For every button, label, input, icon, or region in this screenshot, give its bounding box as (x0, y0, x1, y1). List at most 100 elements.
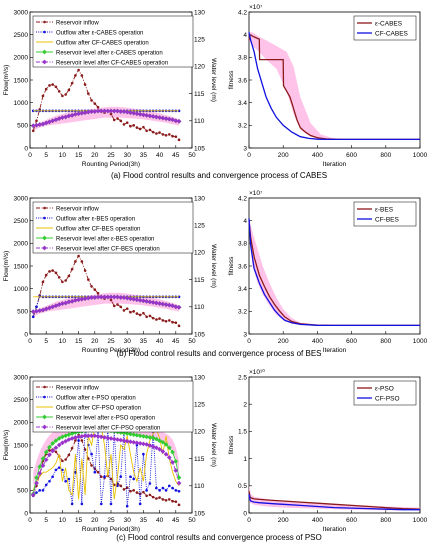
axis-exponent: ×10⁷ (249, 4, 263, 11)
y-tick-label: 0 (24, 331, 28, 338)
data-point-level_cf (98, 108, 104, 114)
x-tick-label: 45 (172, 517, 180, 524)
x-tick-label: 800 (380, 152, 391, 159)
y2-tick-label: 105 (194, 331, 205, 338)
data-point-inflow (48, 270, 51, 273)
y-tick-label: 0.5 (238, 483, 247, 490)
legend-box (32, 15, 194, 68)
legend-label-level_cf: Reservoir level after CF-PSO operation (56, 425, 160, 431)
data-point-inflow (112, 118, 116, 122)
data-point-level_cf (170, 117, 175, 123)
data-point-level_cf (173, 468, 179, 473)
y2-axis-label: Water level (m) (210, 58, 217, 102)
data-point-inflow (41, 94, 45, 98)
data-point-outflow_eps (38, 489, 42, 492)
legend: ε-BES CF-BES (353, 201, 417, 227)
data-point-level_eps (137, 433, 143, 439)
data-point-level_cf (105, 294, 111, 300)
legend-marker-level_eps (42, 414, 47, 420)
data-point-inflow (142, 311, 145, 315)
x-tick-label: 1000 (413, 517, 428, 524)
legend: Reservoir inflow Outflow after ε-BES oper… (32, 201, 194, 254)
uncertainty-band (249, 485, 420, 511)
y-tick-label: 2.5 (238, 374, 247, 381)
data-point-inflow (70, 446, 74, 450)
data-point-inflow (99, 475, 103, 479)
y-tick-label: 3.6 (238, 77, 247, 84)
data-point-inflow (174, 500, 178, 503)
data-point-inflow (61, 94, 64, 98)
data-point-level_cf (137, 111, 143, 117)
data-point-level_cf (95, 108, 101, 114)
data-point-inflow (151, 130, 155, 134)
data-point-outflow_eps (174, 489, 178, 492)
x-tick-label: 20 (91, 517, 99, 524)
x-tick-label: 50 (188, 517, 196, 524)
data-point-inflow (135, 126, 139, 129)
data-point-level_cf (147, 113, 153, 119)
y2-tick-label: 130 (194, 195, 205, 202)
data-point-inflow (64, 279, 67, 282)
data-point-inflow (158, 496, 161, 499)
data-point-level_eps (163, 442, 169, 447)
x-tick-label: 600 (346, 338, 357, 345)
legend-box (353, 380, 417, 406)
data-point-inflow (109, 112, 113, 116)
y2-tick-label: 115 (194, 456, 205, 463)
data-point-level_cf (95, 294, 101, 300)
x-tick-label: 45 (172, 152, 180, 159)
data-point-inflow (177, 503, 181, 507)
y2-tick-label: 110 (194, 304, 205, 311)
data-point-outflow_eps (142, 452, 145, 456)
x-tick-label: 30 (124, 517, 132, 524)
data-point-level_eps (134, 432, 140, 438)
legend-label-inflow: Reservoir inflow (56, 385, 99, 391)
data-point-level_cf (53, 445, 59, 451)
data-point-outflow_eps (132, 477, 135, 481)
x-tick-label: 40 (156, 152, 164, 159)
x-tick-label: 0 (28, 338, 32, 345)
data-point-inflow (83, 448, 87, 451)
data-point-level_cf (176, 304, 182, 310)
data-point-inflow (155, 132, 158, 135)
legend-marker-level_cf (42, 59, 47, 65)
legend-label-inflow: Reservoir inflow (56, 20, 99, 26)
x-tick-label: 5 (44, 517, 48, 524)
x-tick-label: 800 (380, 338, 391, 345)
legend-box (353, 201, 417, 227)
data-point-inflow (70, 81, 74, 85)
data-point-level_cf (166, 455, 172, 460)
data-point-inflow (74, 74, 77, 77)
y-tick-label: 4 (243, 32, 247, 39)
y-tick-label: 500 (17, 488, 28, 495)
y-tick-label: 1500 (14, 77, 29, 84)
y2-tick-label: 130 (194, 9, 205, 16)
axes-c-flood: 0 5 10 15 20 25 30 35 40 45 5005001000150020002500… (3, 374, 217, 533)
data-point-inflow (161, 498, 165, 501)
data-point-inflow (96, 105, 100, 109)
data-point-inflow (168, 319, 171, 322)
series-line-inflow (32, 434, 180, 506)
x-tick-label: 5 (44, 152, 48, 159)
data-point-inflow (125, 121, 129, 124)
data-point-level_cf (118, 109, 124, 114)
data-point-level_cf (153, 114, 159, 120)
data-point-level_eps (153, 436, 159, 442)
legend-label-level_eps: Reservoir level after ε-PSO operation (56, 415, 155, 421)
data-point-outflow_eps (48, 479, 51, 483)
data-point-inflow (171, 134, 174, 138)
legend-box (353, 15, 417, 41)
legend-label-conv_eps: ε-BES (375, 206, 394, 213)
data-point-inflow (177, 324, 181, 328)
legend-marker-level_cf (42, 245, 47, 251)
data-point-inflow (148, 493, 152, 497)
data-point-level_cf (47, 452, 52, 458)
data-point-inflow (31, 129, 35, 133)
x-axis-label: Iteration (323, 526, 347, 533)
data-point-outflow_eps (171, 486, 174, 490)
data-point-level_cf (157, 301, 163, 306)
y-tick-label: 3 (243, 331, 247, 338)
data-point-outflow_eps (35, 305, 38, 309)
data-point-level_cf (34, 480, 39, 486)
data-point-inflow (61, 459, 64, 463)
